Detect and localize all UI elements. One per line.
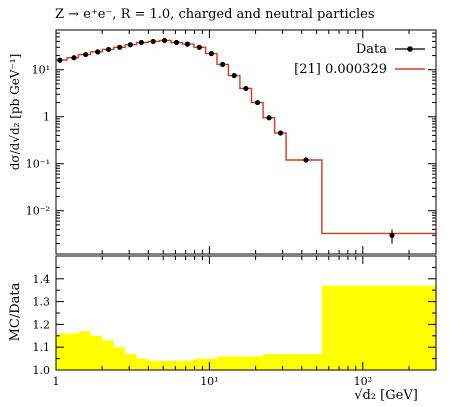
x-tick-label: 10² xyxy=(354,375,372,388)
y-tick-label: 10⁻² xyxy=(26,205,50,218)
data-point xyxy=(71,55,77,61)
data-point xyxy=(105,46,112,53)
data-point xyxy=(184,41,191,47)
ratio-y-tick-label: 1.1 xyxy=(33,341,51,354)
data-point xyxy=(127,42,133,48)
y-axis-label: dσ/d√d₂ [pb GeV⁻¹] xyxy=(8,54,22,171)
data-point xyxy=(173,39,180,46)
x-axis-label: √d₂ [GeV] xyxy=(354,388,418,403)
data-point xyxy=(243,85,249,92)
data-point xyxy=(208,51,214,57)
mc-histogram-line xyxy=(56,39,436,235)
data-point xyxy=(117,44,123,50)
ratio-y-tick-label: 1.4 xyxy=(33,273,51,286)
data-point xyxy=(220,61,226,67)
data-point xyxy=(277,130,284,136)
ratio-y-tick-label: 1.3 xyxy=(33,296,51,309)
legend-marker-data xyxy=(407,46,413,52)
legend: Data [21] 0.000329 xyxy=(294,42,425,77)
data-point xyxy=(57,57,63,63)
top-panel-frame xyxy=(55,29,437,255)
ratio-y-tick-label: 1.2 xyxy=(33,318,51,331)
y-tick-label: 10⁻¹ xyxy=(26,158,50,171)
data-point xyxy=(389,232,395,238)
data-point xyxy=(83,51,89,58)
y-tick-label: 10¹ xyxy=(32,64,50,77)
data-point xyxy=(138,39,144,46)
data-point xyxy=(254,99,261,106)
legend-label-mc: [21] 0.000329 xyxy=(294,62,387,77)
ratio-axis-label: MC/Data xyxy=(8,282,23,341)
data-point xyxy=(303,157,309,163)
ratio-band xyxy=(56,285,436,370)
top-panel: 10⁻² 10⁻¹ 1 10¹ xyxy=(26,29,437,255)
x-tick-label: 1 xyxy=(53,375,60,388)
ratio-panel: 1 10¹ 10² 1.0 1.1 1.2 1.3 1.4 xyxy=(33,255,437,388)
data-point xyxy=(231,72,237,79)
data-point xyxy=(150,38,156,45)
data-point xyxy=(95,49,101,55)
ratio-y-tick-label: 1.0 xyxy=(33,364,51,377)
data-point xyxy=(266,115,272,121)
data-point xyxy=(196,44,202,50)
legend-label-data: Data xyxy=(356,42,387,57)
data-point xyxy=(161,37,168,44)
chart-title: Z → e⁺e⁻, R = 1.0, charged and neutral p… xyxy=(55,7,375,22)
y-tick-label: 1 xyxy=(43,111,50,124)
x-tick-label: 10¹ xyxy=(200,375,218,388)
